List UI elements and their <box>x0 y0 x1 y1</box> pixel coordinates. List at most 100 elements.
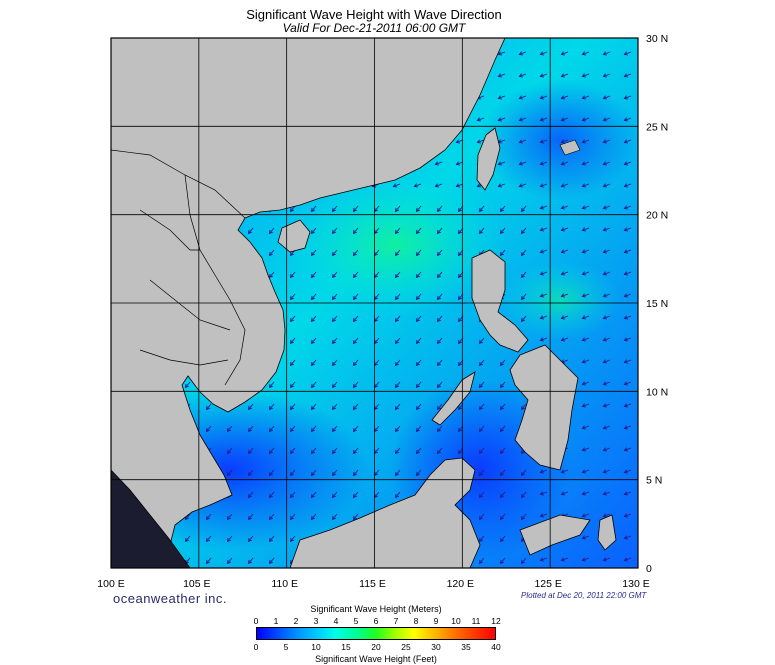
land-sumatra <box>111 469 191 568</box>
wave-arrow <box>247 513 254 521</box>
wave-arrow <box>310 249 317 257</box>
wave-arrow <box>602 117 611 122</box>
wave-arrow <box>226 513 233 521</box>
wave-arrow <box>581 271 590 276</box>
wave-arrow <box>331 381 338 389</box>
wave-arrow <box>310 227 317 235</box>
wave-arrow <box>394 425 401 433</box>
wave-arrow <box>268 491 275 499</box>
latitude-label: 25 N <box>646 121 668 133</box>
wave-arrow <box>394 469 401 477</box>
wave-arrow <box>499 381 506 389</box>
wave-arrow <box>289 535 296 543</box>
wave-arrow <box>268 271 275 279</box>
wave-arrow <box>560 337 569 342</box>
wave-arrow <box>352 513 359 521</box>
wave-arrow <box>623 447 632 452</box>
wave-arrow <box>352 249 359 257</box>
latitude-label: 20 N <box>646 210 668 222</box>
wave-arrow <box>539 249 548 254</box>
wave-arrow <box>478 513 485 521</box>
wave-arrow <box>415 469 422 477</box>
wave-arrow <box>623 535 632 540</box>
land-borneo <box>289 457 481 568</box>
latitude-label: 5 N <box>646 475 662 487</box>
legend-feet-tick: 5 <box>283 642 289 652</box>
wave-arrow <box>247 535 254 543</box>
wave-arrow <box>623 469 632 474</box>
wave-arrow <box>352 227 359 235</box>
wave-arrow <box>415 227 422 235</box>
wave-arrow <box>539 469 548 474</box>
latitude-label: 0 <box>646 563 652 575</box>
wave-arrow <box>289 315 296 323</box>
wave-arrow <box>268 513 275 521</box>
wave-arrow <box>602 227 611 232</box>
wave-arrow <box>455 139 464 144</box>
wave-arrow <box>623 293 632 298</box>
latitude-label: 15 N <box>646 298 668 310</box>
wave-arrow <box>520 491 527 499</box>
legend-feet-tick: 20 <box>371 642 381 652</box>
wave-arrow <box>478 535 485 543</box>
wave-arrow <box>247 447 254 455</box>
wave-arrow <box>539 51 548 56</box>
wave-arrow <box>539 557 548 562</box>
plotted-time: Plotted at Dec 20, 2011 22:00 GMT <box>521 591 647 600</box>
wave-arrow <box>331 447 338 455</box>
wave-arrow <box>581 161 590 166</box>
wave-arrow <box>602 337 611 342</box>
wave-arrow <box>310 513 317 521</box>
wave-arrow <box>518 161 527 166</box>
wave-arrow <box>331 315 338 323</box>
wave-arrow <box>520 315 527 323</box>
wave-arrow <box>497 73 506 78</box>
wave-arrow <box>518 73 527 78</box>
wave-arrow <box>560 183 569 188</box>
wave-arrow <box>310 491 317 499</box>
wave-arrow <box>352 491 359 499</box>
wave-arrow <box>310 293 317 301</box>
wave-arrow <box>581 117 590 122</box>
wave-arrow <box>331 249 338 257</box>
wave-arrow <box>394 271 401 279</box>
legend-feet-tick: 10 <box>311 642 321 652</box>
wave-arrow <box>602 469 611 474</box>
wave-arrow <box>518 183 527 188</box>
wave-arrow <box>602 161 611 166</box>
wave-arrow <box>268 469 275 477</box>
wave-arrow <box>560 73 569 78</box>
wave-arrow <box>331 513 338 521</box>
wave-arrow <box>331 205 338 213</box>
wave-arrow <box>478 227 485 235</box>
wave-arrow <box>331 359 338 367</box>
wave-arrow <box>623 139 632 144</box>
wave-arrow <box>310 469 317 477</box>
wave-arrow <box>310 271 317 279</box>
wave-arrow <box>499 249 506 257</box>
wave-arrow <box>331 227 338 235</box>
wave-arrow <box>289 337 296 345</box>
map-frame <box>110 37 639 569</box>
wave-arrow <box>478 447 485 455</box>
wave-arrow <box>581 381 590 386</box>
land-hainan <box>277 219 311 253</box>
wave-arrow <box>518 117 527 122</box>
wave-arrow <box>394 491 401 499</box>
longitude-label: 120 E <box>447 578 474 590</box>
wave-arrow <box>623 315 632 320</box>
wave-arrow <box>602 51 611 56</box>
legend-meters-tick: 9 <box>433 616 439 626</box>
wave-arrow <box>539 491 548 496</box>
wave-arrow <box>455 183 464 188</box>
wave-arrow <box>581 205 590 210</box>
legend-feet-tick: 35 <box>461 642 471 652</box>
wave-arrow <box>539 117 548 122</box>
wave-arrow <box>352 425 359 433</box>
legend-feet-tick: 40 <box>491 642 501 652</box>
wave-arrow <box>499 535 506 543</box>
wave-arrow <box>268 227 275 235</box>
wave-arrow <box>415 205 422 213</box>
wave-arrow <box>415 447 422 455</box>
